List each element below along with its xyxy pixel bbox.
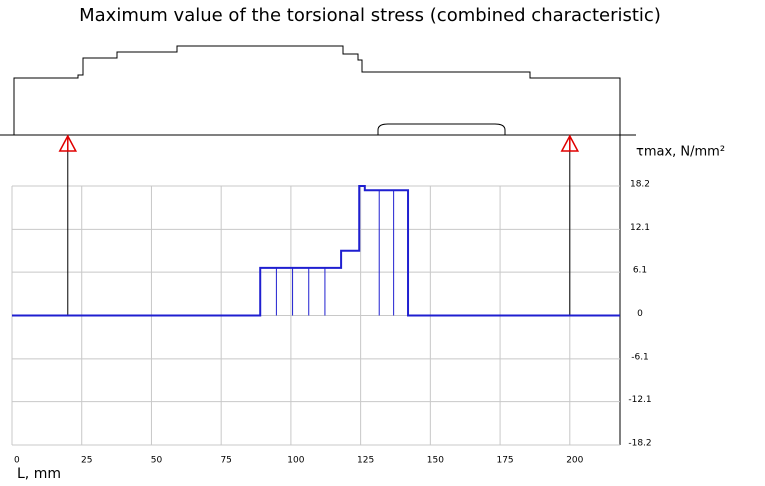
x-axis-label: L, mm bbox=[17, 466, 61, 482]
y-tick-label: -12.1 bbox=[628, 395, 651, 405]
x-tick-label: 25 bbox=[81, 456, 92, 466]
support bbox=[560, 134, 580, 152]
stress-line bbox=[12, 185, 620, 317]
y-tick-label: 12.1 bbox=[630, 223, 650, 233]
y-tick-label: 0 bbox=[637, 309, 643, 319]
x-tick-label: 150 bbox=[427, 456, 444, 466]
y-tick-label: 6.1 bbox=[633, 266, 647, 276]
support bbox=[58, 134, 78, 152]
x-tick-label: 125 bbox=[357, 456, 374, 466]
y-tick-label: -18.2 bbox=[628, 439, 651, 449]
x-tick-label: 100 bbox=[287, 456, 304, 466]
x-tick-label: 200 bbox=[566, 456, 583, 466]
x-tick-label: 0 bbox=[14, 456, 20, 466]
x-tick-label: 175 bbox=[496, 456, 513, 466]
x-tick-label: 75 bbox=[220, 456, 231, 466]
shaft-outline bbox=[0, 45, 636, 445]
x-tick-label: 50 bbox=[151, 456, 163, 466]
keyway bbox=[377, 123, 506, 135]
chart-title: Maximum value of the torsional stress (c… bbox=[79, 5, 661, 26]
y-axis-label: τmax, N/mm² bbox=[636, 145, 725, 160]
y-tick-label: -6.1 bbox=[631, 352, 649, 362]
y-tick-label: 18.2 bbox=[630, 180, 650, 190]
shaft bbox=[13, 45, 621, 135]
